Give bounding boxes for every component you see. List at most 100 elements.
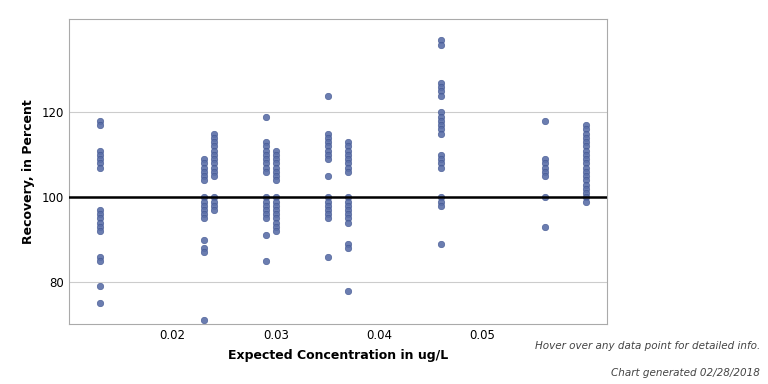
Point	[322, 135, 334, 141]
Point	[342, 245, 354, 251]
Text: Chart generated 02/28/2018: Chart generated 02/28/2018	[611, 368, 760, 378]
Point	[94, 164, 106, 170]
Point	[260, 164, 272, 170]
Point	[270, 207, 282, 213]
Point	[580, 177, 592, 184]
Point	[580, 194, 592, 200]
Point	[342, 220, 354, 226]
Point	[435, 131, 448, 137]
Point	[580, 173, 592, 179]
Point	[260, 215, 272, 222]
Point	[322, 93, 334, 99]
Point	[342, 203, 354, 209]
Point	[580, 199, 592, 205]
Point	[94, 283, 106, 290]
Point	[435, 241, 448, 247]
Point	[435, 80, 448, 86]
Point	[322, 147, 334, 154]
Point	[435, 122, 448, 128]
Point	[260, 156, 272, 162]
Point	[197, 164, 210, 170]
Point	[322, 143, 334, 149]
Point	[270, 224, 282, 230]
Point	[197, 317, 210, 323]
Point	[270, 156, 282, 162]
Point	[270, 169, 282, 175]
Point	[197, 203, 210, 209]
Point	[322, 199, 334, 205]
Point	[207, 143, 220, 149]
Point	[435, 41, 448, 48]
Point	[94, 253, 106, 260]
Point	[322, 173, 334, 179]
Point	[270, 177, 282, 184]
Point	[94, 118, 106, 124]
Point	[207, 203, 220, 209]
Point	[207, 135, 220, 141]
Point	[260, 203, 272, 209]
Point	[207, 169, 220, 175]
Point	[580, 186, 592, 192]
Point	[94, 258, 106, 264]
Point	[270, 147, 282, 154]
Point	[580, 156, 592, 162]
Point	[538, 173, 551, 179]
Point	[342, 207, 354, 213]
Point	[207, 199, 220, 205]
Point	[260, 199, 272, 205]
Point	[94, 207, 106, 213]
Point	[435, 152, 448, 158]
Point	[435, 160, 448, 166]
Point	[270, 228, 282, 234]
Point	[580, 169, 592, 175]
Point	[270, 203, 282, 209]
Point	[538, 160, 551, 166]
Point	[94, 224, 106, 230]
Point	[342, 169, 354, 175]
Point	[538, 194, 551, 200]
Point	[207, 207, 220, 213]
Point	[342, 147, 354, 154]
Point	[435, 199, 448, 205]
Point	[538, 156, 551, 162]
Point	[260, 147, 272, 154]
Point	[538, 118, 551, 124]
Point	[94, 220, 106, 226]
Point	[342, 241, 354, 247]
Point	[207, 173, 220, 179]
Point	[94, 122, 106, 128]
Point	[270, 173, 282, 179]
Point	[435, 109, 448, 116]
Point	[322, 253, 334, 260]
Point	[270, 152, 282, 158]
Point	[260, 143, 272, 149]
Point	[435, 114, 448, 120]
Point	[435, 203, 448, 209]
Point	[580, 147, 592, 154]
Point	[94, 160, 106, 166]
Point	[342, 164, 354, 170]
Point	[197, 156, 210, 162]
Point	[580, 143, 592, 149]
Point	[435, 118, 448, 124]
Point	[260, 211, 272, 217]
Point	[342, 156, 354, 162]
Point	[322, 203, 334, 209]
Point	[260, 207, 272, 213]
Point	[342, 194, 354, 200]
Point	[322, 211, 334, 217]
Point	[580, 152, 592, 158]
Point	[260, 258, 272, 264]
Point	[342, 143, 354, 149]
Point	[322, 207, 334, 213]
Point	[197, 211, 210, 217]
Point	[322, 139, 334, 145]
Point	[197, 177, 210, 184]
Text: Hover over any data point for detailed info.: Hover over any data point for detailed i…	[535, 341, 760, 351]
Point	[207, 156, 220, 162]
Point	[580, 190, 592, 196]
Point	[322, 215, 334, 222]
Point	[94, 147, 106, 154]
Point	[94, 156, 106, 162]
Point	[580, 135, 592, 141]
